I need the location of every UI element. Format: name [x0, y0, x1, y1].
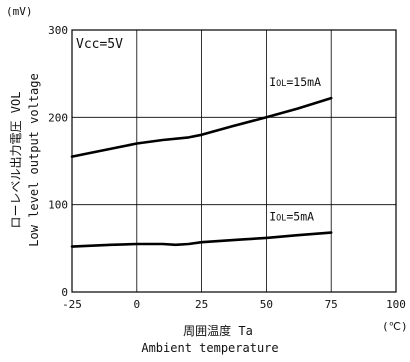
- series-layer: [70, 96, 333, 248]
- y-axis-title-en: Low level output voltage: [27, 73, 41, 246]
- series-line: [70, 96, 333, 158]
- series-label: IOL=5mA: [269, 210, 314, 224]
- y-tick-labels: 0 100 200 300: [48, 24, 68, 299]
- plot-frame: [71, 29, 397, 293]
- condition-label: Vcc=5V: [76, 37, 123, 52]
- series-labels: IOL=15mA IOL=5mA: [269, 75, 321, 223]
- y-unit-label: (mV): [6, 5, 33, 18]
- x-axis-title-en: Ambient temperature: [141, 341, 278, 355]
- x-tick-label: 0: [133, 298, 140, 311]
- x-unit-label: (℃): [382, 320, 408, 333]
- x-tick-label: -25: [62, 298, 82, 311]
- y-tick-label: 100: [48, 199, 68, 212]
- x-tick-label: 75: [325, 298, 338, 311]
- series-label: IOL=15mA: [269, 75, 321, 89]
- y-axis-title: ローレベル出力電圧 VOL: [9, 92, 23, 229]
- x-tick-label: 100: [386, 298, 406, 311]
- x-tick-labels: -25 0 25 50 75 100: [62, 298, 406, 311]
- y-tick-label: 200: [48, 111, 68, 124]
- y-tick-label: 300: [48, 24, 68, 37]
- y-tick-label: 0: [61, 286, 68, 299]
- grid: [72, 30, 396, 292]
- x-axis-title: 周囲温度 Ta: [183, 323, 253, 338]
- x-tick-label: 25: [195, 298, 208, 311]
- x-tick-label: 50: [260, 298, 273, 311]
- series-line: [70, 231, 333, 248]
